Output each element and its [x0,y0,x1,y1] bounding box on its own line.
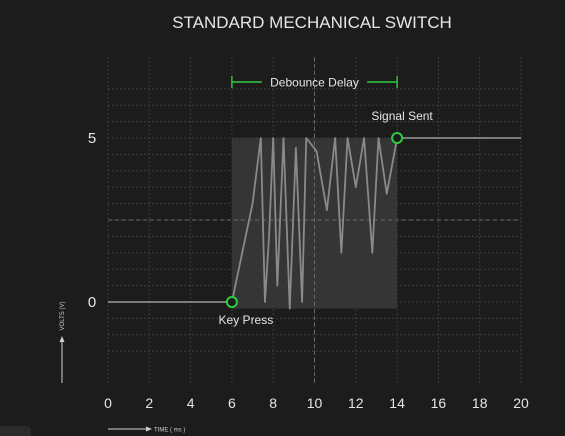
key-press-label: Key Press [219,313,274,327]
y-axis-label: VOLTS (V) [60,302,66,331]
x-tick-label: 2 [145,395,153,411]
x-tick-label: 18 [472,395,488,411]
y-ticks: 05 [88,130,96,311]
y-tick-label: 5 [88,130,96,147]
signal-sent-marker [391,132,404,144]
x-tick-label: 20 [513,395,529,411]
y-axis-arrowhead [59,336,65,342]
annotations: Key Press Signal Sent Debounce Delay [219,76,434,328]
x-tick-label: 10 [307,395,323,411]
series-layer [108,137,521,310]
y-axis-label-group: VOLTS (V) [59,302,66,383]
x-axis-label-group: TIME ( ms ) [108,426,185,434]
x-ticks: 0 2 4 6 8 10 12 14 16 18 20 [104,395,529,411]
x-tick-label: 8 [269,395,277,411]
chart-title: STANDARD MECHANICAL SWITCH [172,13,452,32]
x-tick-label: 4 [187,395,195,411]
x-tick-label: 16 [431,395,447,411]
debounce-delay-label: Debounce Delay [270,76,359,90]
marker-layer [225,132,404,308]
x-tick-label: 12 [348,395,364,411]
x-tick-label: 14 [389,395,405,411]
corner-tab [0,426,31,436]
series-line [108,137,521,310]
x-tick-label: 0 [104,395,112,411]
dashed-guides [108,57,521,383]
y-tick-label: 0 [88,294,96,311]
signal-sent-label: Signal Sent [371,109,433,123]
x-tick-label: 6 [228,395,236,411]
x-axis-label: TIME ( ms ) [154,428,185,434]
x-axis-arrowhead [146,426,152,432]
key-press-marker [225,296,238,308]
debounce-bracket: Debounce Delay [231,76,398,90]
